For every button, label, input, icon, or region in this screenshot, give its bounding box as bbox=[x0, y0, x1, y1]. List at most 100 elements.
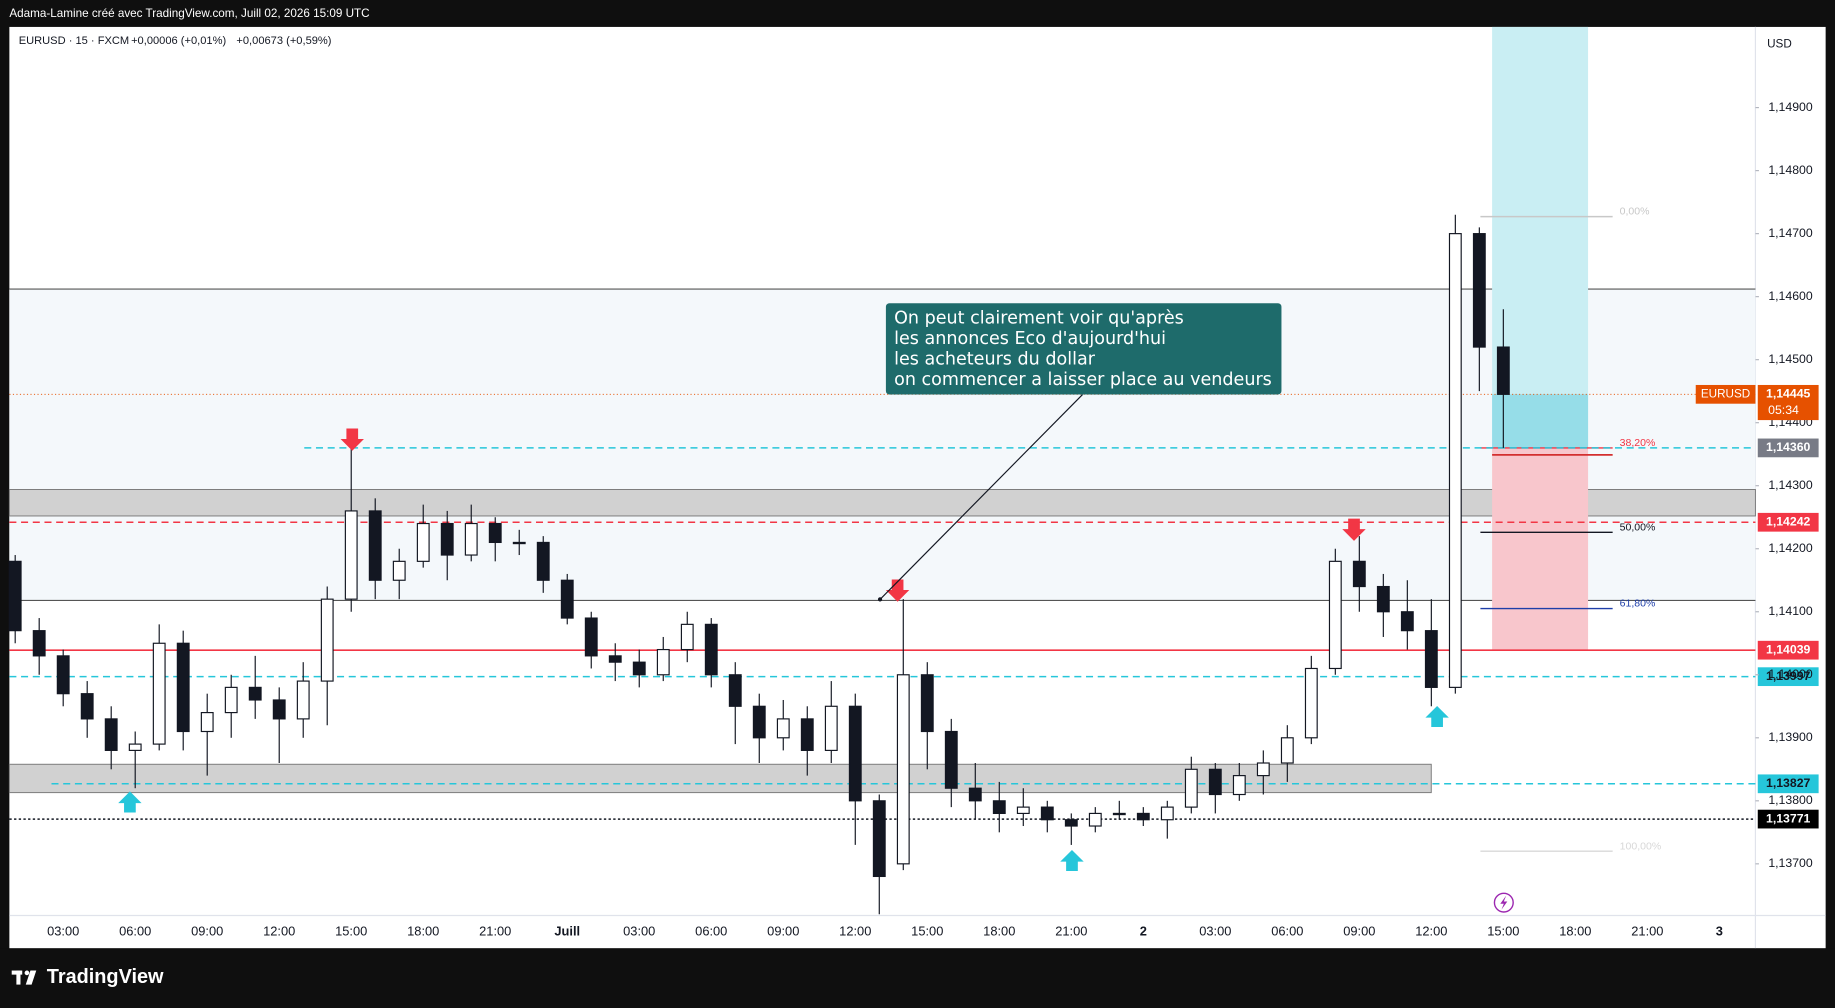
candle-body bbox=[1136, 812, 1150, 821]
candle-body bbox=[1088, 812, 1102, 827]
x-tick-label: 12:00 bbox=[839, 923, 871, 938]
candle-body bbox=[680, 623, 694, 651]
candle-body bbox=[824, 705, 838, 751]
x-tick-label: 06:00 bbox=[1271, 923, 1303, 938]
level-box bbox=[1757, 809, 1819, 829]
x-tick-label: 18:00 bbox=[983, 923, 1015, 938]
up-arrow bbox=[1425, 705, 1449, 728]
countdown: 05:34 bbox=[1768, 403, 1799, 417]
y-tick-label: 1,14700 bbox=[1768, 226, 1813, 240]
level-box bbox=[1757, 438, 1819, 458]
candle-body bbox=[944, 730, 958, 789]
x-tick-label: 06:00 bbox=[119, 923, 151, 938]
candle-body bbox=[1112, 812, 1126, 816]
x-tick-label: 12:00 bbox=[263, 923, 295, 938]
candle-body bbox=[1208, 768, 1222, 796]
x-tick-label: 09:00 bbox=[767, 923, 799, 938]
y-tick-label: 1,14100 bbox=[1768, 604, 1813, 618]
background-drawings: 0,00% 38,20% 50,00% 61,80% 100,00% bbox=[8, 26, 1756, 852]
candle-body bbox=[728, 674, 742, 707]
level-label: 1,14360 bbox=[1766, 440, 1811, 454]
candle-body bbox=[368, 510, 382, 581]
candle-body bbox=[56, 655, 70, 695]
symbol: EURUSD · 15 · FXCM bbox=[19, 35, 129, 47]
candle-body bbox=[1400, 611, 1414, 632]
candle-body bbox=[80, 693, 94, 720]
axes: 1,14360 1,14242 1,14039 1,13997 1,13827 1,137… bbox=[47, 100, 1819, 938]
x-tick-label: 03:00 bbox=[47, 923, 79, 938]
stop-area bbox=[1492, 447, 1589, 650]
candle-body bbox=[248, 686, 262, 701]
candle-body bbox=[704, 623, 718, 676]
annotation-box bbox=[885, 303, 1282, 395]
y-tick-label: 1,14800 bbox=[1768, 163, 1813, 177]
logo-part bbox=[25, 970, 37, 985]
change-last: +0,00006 (+0,01%) bbox=[131, 35, 226, 47]
x-tick-label: 21:00 bbox=[1055, 923, 1087, 938]
symbol-tag-label: EURUSD bbox=[1701, 387, 1750, 400]
candle-body bbox=[104, 718, 118, 751]
logo-part bbox=[16, 970, 21, 985]
change-day: +0,00673 (+0,59%) bbox=[236, 35, 331, 47]
level-box bbox=[1757, 640, 1819, 660]
caption: Adama-Lamine créé avec TradingView.com, … bbox=[9, 7, 369, 20]
candle-body bbox=[1016, 806, 1030, 815]
candle-body bbox=[584, 617, 598, 657]
candle-body bbox=[800, 718, 814, 751]
last-price-box bbox=[1757, 384, 1819, 421]
candle-body bbox=[128, 743, 142, 751]
candle-body bbox=[296, 680, 310, 720]
candle-body bbox=[176, 642, 190, 733]
level-box bbox=[1757, 667, 1819, 687]
level-label: 1,13827 bbox=[1766, 776, 1811, 790]
candle-body bbox=[752, 705, 766, 739]
candle-body bbox=[1160, 806, 1174, 821]
up-arrow bbox=[118, 791, 142, 813]
x-tick-label: 03:00 bbox=[623, 923, 655, 938]
annotation-line: les annonces Eco d'aujourd'hui bbox=[894, 329, 1166, 349]
fib-label: 61,80% bbox=[1620, 598, 1656, 610]
candles bbox=[8, 214, 1510, 915]
range-band bbox=[9, 289, 1756, 601]
level-label: 1,13771 bbox=[1766, 811, 1811, 825]
candle-body bbox=[8, 560, 22, 632]
fib-label: 38,20% bbox=[1620, 437, 1656, 449]
candle-body bbox=[1496, 346, 1510, 395]
up-arrow bbox=[1060, 849, 1084, 872]
x-tick-label: 3 bbox=[1716, 923, 1723, 938]
event-bolt bbox=[1500, 895, 1508, 910]
level-box bbox=[1757, 512, 1819, 532]
callout-dot bbox=[877, 597, 883, 602]
down-arrow bbox=[1342, 518, 1366, 541]
candle-body bbox=[1256, 762, 1270, 777]
x-tick-label: 2 bbox=[1140, 923, 1147, 938]
y-tick-label: 1,14000 bbox=[1768, 667, 1813, 681]
y-tick-label: 1,14300 bbox=[1768, 478, 1813, 492]
y-tick-label: 1,14600 bbox=[1768, 289, 1813, 303]
candle-body bbox=[1352, 560, 1366, 588]
y-tick-label: 1,14200 bbox=[1768, 541, 1813, 555]
candle-body bbox=[152, 642, 166, 745]
level-label: 1,14039 bbox=[1766, 642, 1811, 656]
candle-body bbox=[1448, 233, 1462, 688]
candle-body bbox=[344, 510, 358, 600]
footer-bar bbox=[0, 948, 1835, 1008]
x-tick-label: 03:00 bbox=[1199, 923, 1231, 938]
candle-body bbox=[968, 787, 982, 802]
annotation-line: on commencer a laisser place au vendeurs bbox=[894, 370, 1272, 390]
candle-body bbox=[632, 661, 646, 676]
candle-body bbox=[272, 699, 286, 720]
candle-body bbox=[848, 705, 862, 802]
candle-body bbox=[440, 522, 454, 556]
y-tick-label: 1,13700 bbox=[1768, 856, 1813, 870]
x-tick-label: 09:00 bbox=[191, 923, 223, 938]
y-tick-label: 1,14500 bbox=[1768, 352, 1813, 366]
level-label: 1,14242 bbox=[1766, 515, 1811, 529]
symbol-tag bbox=[1695, 384, 1756, 404]
event-icon bbox=[1493, 892, 1514, 913]
level-label: 1,13997 bbox=[1766, 669, 1811, 683]
fib-label: 100,00% bbox=[1620, 840, 1662, 852]
annotation-line: les acheteurs du dollar bbox=[894, 349, 1096, 369]
